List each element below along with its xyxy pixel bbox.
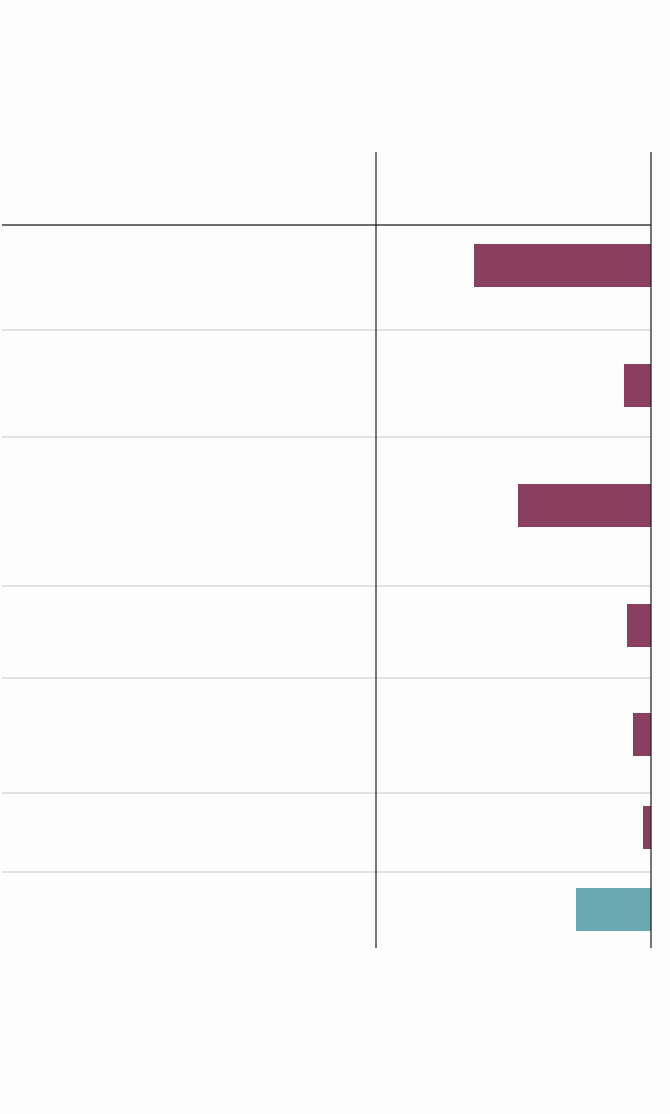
bar [624, 364, 651, 407]
bar [474, 244, 651, 287]
bar [518, 484, 651, 527]
bar [627, 604, 651, 647]
bar [576, 888, 651, 931]
bar [633, 713, 651, 756]
bar [643, 806, 651, 849]
row-separators [2, 329, 651, 873]
bars [474, 244, 651, 931]
